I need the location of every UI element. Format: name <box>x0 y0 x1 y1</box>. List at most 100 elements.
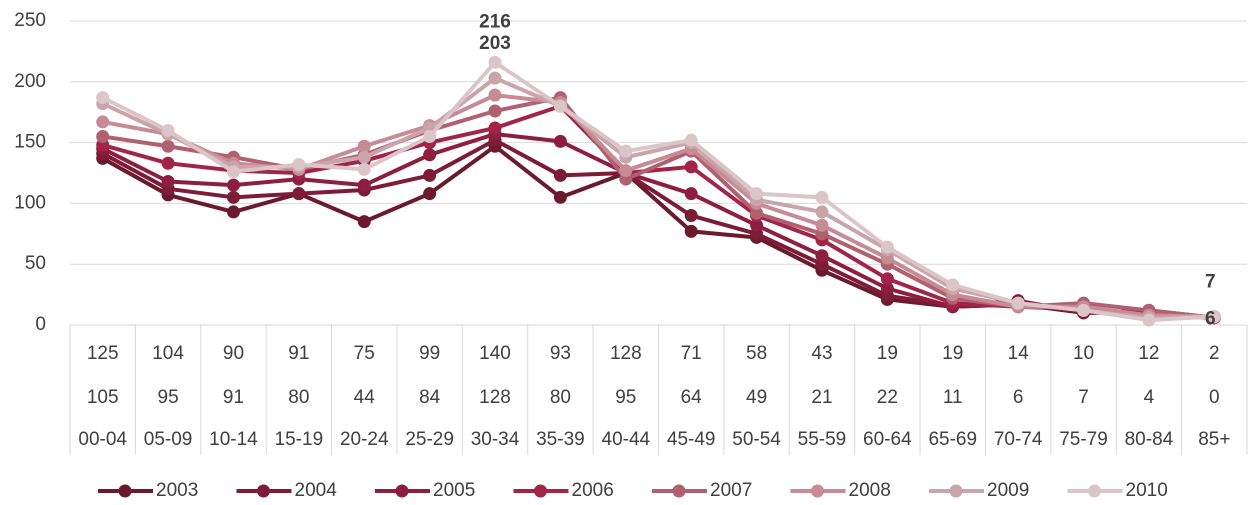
x-tick-label: 40-44 <box>602 429 651 450</box>
y-tick-label: 200 <box>14 71 46 92</box>
series-line <box>102 95 1215 320</box>
point <box>750 218 764 232</box>
x-tick-label: 85+ <box>1198 429 1230 450</box>
point <box>357 150 371 164</box>
table-cell: 4 <box>1144 387 1155 408</box>
table-cell: 128 <box>610 343 642 364</box>
point <box>423 130 437 144</box>
y-tick-label: 100 <box>14 192 46 213</box>
x-tick-label: 20-24 <box>340 429 389 450</box>
table-cell: 99 <box>419 343 440 364</box>
table-cell: 104 <box>152 343 184 364</box>
legend-label: 2007 <box>710 480 752 501</box>
point <box>226 178 240 192</box>
table-cell: 0 <box>1209 387 1220 408</box>
point <box>161 156 175 170</box>
table-cell: 11 <box>943 387 963 408</box>
point <box>619 164 633 178</box>
table-cell: 90 <box>223 343 244 364</box>
point <box>226 190 240 204</box>
point <box>488 88 502 102</box>
legend-marker <box>118 484 132 498</box>
table-cell: 7 <box>1078 387 1089 408</box>
legend-label: 2006 <box>572 480 614 501</box>
legend-marker <box>811 484 824 498</box>
point <box>488 121 502 135</box>
point <box>357 139 371 153</box>
x-tick-label: 25-29 <box>405 429 454 450</box>
point <box>1207 309 1221 323</box>
table-cell: 58 <box>746 343 767 364</box>
data-label: 216 <box>479 11 511 32</box>
legend-marker <box>1088 484 1101 498</box>
point <box>226 165 240 179</box>
point <box>292 187 306 201</box>
table-cell: 105 <box>87 387 119 408</box>
legend-label: 2004 <box>295 480 338 501</box>
x-tick-label: 65-69 <box>928 429 977 450</box>
point <box>553 99 567 113</box>
table-cell: 19 <box>942 343 963 364</box>
point <box>96 91 110 105</box>
table-cell: 128 <box>479 387 511 408</box>
point <box>684 209 698 223</box>
point <box>815 205 829 219</box>
point <box>1011 296 1025 310</box>
legend-label: 2005 <box>433 480 475 501</box>
point <box>357 215 371 229</box>
legend-marker <box>395 484 409 498</box>
table-cell: 14 <box>1008 343 1030 364</box>
table-cell: 91 <box>288 343 309 364</box>
point <box>423 187 437 201</box>
legend-label: 2008 <box>849 480 891 501</box>
x-tick-label: 60-64 <box>863 429 912 450</box>
table-cell: 10 <box>1073 343 1094 364</box>
series-line <box>101 60 1215 323</box>
legend-label: 2009 <box>987 480 1029 501</box>
point <box>96 130 110 144</box>
point <box>684 224 698 238</box>
x-tick-label: 45-49 <box>667 429 716 450</box>
point <box>1142 313 1156 327</box>
point <box>488 71 502 85</box>
point <box>880 272 894 286</box>
legend-label: 2003 <box>156 480 198 501</box>
table-cell: 64 <box>681 387 703 408</box>
legend-marker <box>672 484 686 498</box>
table-cell: 95 <box>158 387 179 408</box>
x-tick-label: 10-14 <box>209 429 258 450</box>
point <box>292 157 306 171</box>
series-line <box>102 93 1215 319</box>
table-cell: 21 <box>811 387 832 408</box>
x-tick-label: 00-04 <box>78 429 127 450</box>
point <box>553 168 567 182</box>
table-cell: 80 <box>550 387 571 408</box>
table-cell: 80 <box>288 387 309 408</box>
legend-marker <box>949 484 963 498</box>
x-tick-label: 15-19 <box>275 429 324 450</box>
point <box>880 282 894 296</box>
table-cell: 95 <box>615 387 636 408</box>
point <box>684 160 698 174</box>
table-cell: 71 <box>681 343 702 364</box>
y-tick-label: 150 <box>14 132 46 153</box>
point <box>684 133 698 147</box>
x-tick-label: 05-09 <box>144 429 193 450</box>
y-tick-label: 250 <box>14 10 46 31</box>
table-cell: 22 <box>877 387 898 408</box>
x-tick-label: 80-84 <box>1125 429 1174 450</box>
point <box>553 190 567 204</box>
series-line <box>102 104 1215 320</box>
table-cell: 140 <box>479 343 511 364</box>
point <box>161 123 175 137</box>
table-cell: 93 <box>550 343 571 364</box>
point <box>684 187 698 201</box>
data-label: 6 <box>1205 309 1216 330</box>
y-tick-label: 0 <box>35 314 46 335</box>
point <box>161 175 175 189</box>
point <box>553 134 567 148</box>
point <box>815 190 829 204</box>
point <box>750 187 764 201</box>
x-tick-label: 50-54 <box>732 429 781 450</box>
